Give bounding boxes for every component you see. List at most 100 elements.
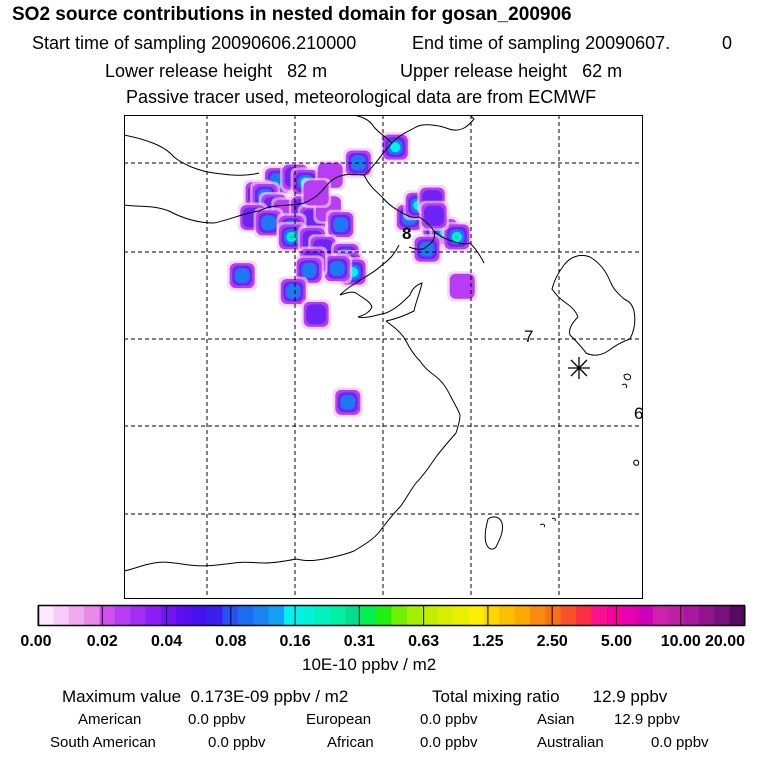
colorbar-cell [606,606,623,626]
colorbar-tick-label: 0.02 [87,633,118,650]
colorbar-cell [376,606,392,626]
colorbar-cell [53,606,70,626]
total-mixing-ratio: Total mixing ratio 12.9 ppbv [432,687,668,706]
colorbar-cell [330,606,346,626]
region-name-european: European [306,711,372,728]
colorbar-tick-label: 5.00 [601,633,632,650]
colorbar-tick-labels: 0.00 0.02 0.04 0.08 0.16 0.31 0.63 1.25 2.50 5.00… [20,633,745,650]
end-time-suffix: 0 [722,33,733,53]
region-value-american: 0.0 ppbv [188,711,246,728]
plume-layer [227,132,478,418]
map-label-6: 6 [634,404,643,423]
colorbar-tick-label: 2.50 [537,633,568,650]
colorbar-cell [391,606,408,626]
colorbar-cell [499,606,515,626]
region-name-african: African [327,734,374,751]
colorbar-tick-label: 10.00 [661,633,701,650]
colorbar-cell [283,606,300,626]
coastlines [124,115,640,572]
map-frame [124,115,643,599]
upper-release-height: Upper release height 62 m [400,61,623,81]
plume-cell [288,234,294,240]
colorbar-tick-label: 0.63 [408,633,439,650]
colorbar-tick-label: 0.04 [151,633,182,650]
region-value-south-american: 0.0 ppbv [208,734,266,751]
colorbar-cell [68,606,85,626]
plume-cell [285,283,301,299]
colorbar-cell [130,606,147,626]
region-value-australian: 0.0 ppbv [651,734,709,751]
colorbar-cell [145,606,162,626]
colorbar: 0.00 0.02 0.04 0.08 0.16 0.31 0.63 1.25 2.50 5.00… [20,604,746,650]
map-label-7: 7 [524,327,533,346]
colorbar-cell [529,606,546,626]
plume-cell [234,268,250,284]
colorbar-tick-label: 0.00 [20,633,51,650]
colorbar-tick-label: 1.25 [472,633,503,650]
plume-cell [329,261,345,277]
colorbar-cell [406,606,423,626]
colorbar-cell [714,606,731,626]
plume-cell [449,273,475,299]
colorbar-cell [652,606,669,626]
map-label-8: 8 [402,224,411,243]
colorbar-cell [514,606,531,626]
colorbar-cell [114,606,131,626]
plume-cell [424,205,445,226]
end-time-label: End time of sampling 20090607. [412,33,671,53]
plume-cell [390,142,401,153]
graticule [124,115,643,599]
colorbar-cell [698,606,715,626]
colorbar-cell [591,606,608,626]
plume-cell [306,304,327,325]
colorbar-cell [207,606,223,626]
colorbar-cells [38,606,746,626]
colorbar-tick-label: 20.00 [705,633,745,650]
colorbar-cell [729,606,746,626]
plume-cell [454,234,460,240]
colorbar-cell [437,606,454,626]
station-marker-icon [568,357,590,379]
colorbar-tick-label: 0.31 [344,633,375,650]
colorbar-cell [545,606,562,626]
region-value-asian: 12.9 ppbv [614,711,680,728]
colorbar-cell [176,606,193,626]
colorbar-cell [84,606,100,626]
plume-cell [301,262,317,278]
colorbar-cell [99,606,116,626]
plume-cell [303,180,329,206]
region-name-asian: Asian [537,711,575,728]
colorbar-cell [237,606,254,626]
lower-release-height: Lower release height 82 m [105,61,328,81]
region-name-south-american: South American [50,734,156,751]
plume-cell [340,394,356,410]
colorbar-cell [360,606,377,626]
region-name-australian: Australian [537,734,604,751]
tracer-note: Passive tracer used, meteorological data… [126,87,597,107]
colorbar-ticks [37,606,746,626]
colorbar-cell [452,606,469,626]
plume-cell [261,215,277,231]
start-time-label: Start time of sampling 20090606.210000 [32,33,357,53]
colorbar-tick-label: 0.08 [215,633,246,650]
plume-cell [333,217,349,233]
colorbar-cell [160,606,177,626]
colorbar-cell [345,606,362,626]
region-name-american: American [78,711,142,728]
colorbar-cell [637,606,654,626]
colorbar-cell [191,606,208,626]
colorbar-cell [483,606,500,626]
colorbar-cell [668,606,685,626]
colorbar-unit: 10E-10 ppbv / m2 [302,655,437,674]
map-panel: 8 7 6 [124,115,643,599]
colorbar-cell [299,606,316,626]
colorbar-tick-label: 0.16 [280,633,311,650]
colorbar-cell [622,606,638,626]
colorbar-cell [314,606,331,626]
colorbar-cell [560,606,577,626]
colorbar-cell [38,606,54,626]
colorbar-cell [575,606,592,626]
colorbar-cell [253,606,270,626]
region-value-european: 0.0 ppbv [420,711,478,728]
figure-title: SO2 source contributions in nested domai… [12,4,572,25]
